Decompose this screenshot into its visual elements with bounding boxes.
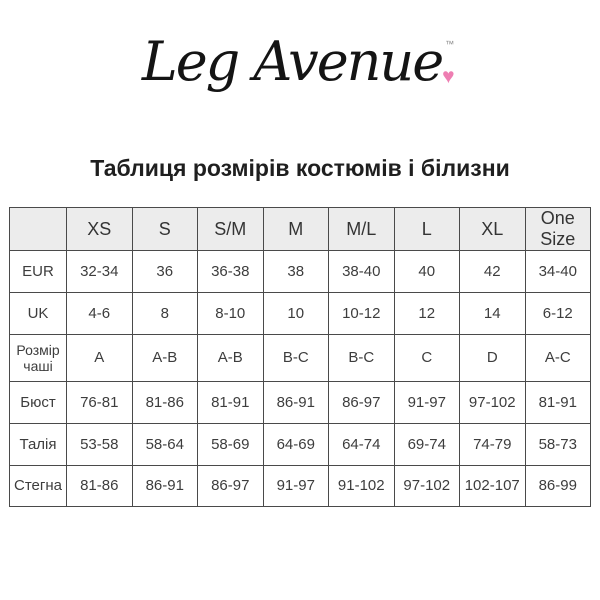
size-value-cell: A-B xyxy=(131,334,198,382)
size-value-cell: 42 xyxy=(459,250,526,293)
brand-logo-mark: ™ ♥ xyxy=(442,31,458,93)
size-column-header: XL xyxy=(459,207,526,251)
corner-cell xyxy=(9,207,67,251)
size-value-cell: 86-99 xyxy=(524,465,591,507)
size-value-cell: 40 xyxy=(393,250,460,293)
size-value-cell: 81-86 xyxy=(131,381,198,424)
size-value-cell: 69-74 xyxy=(393,423,460,466)
size-value-cell: 10 xyxy=(262,292,329,335)
size-value-cell: 58-64 xyxy=(131,423,198,466)
row-label: EUR xyxy=(9,250,67,293)
size-value-cell: 91-97 xyxy=(262,465,329,507)
table-row: UK 4-6 8 8-10 10 10-12 12 14 6-12 xyxy=(9,292,591,335)
size-value-cell: 102-107 xyxy=(459,465,526,507)
size-value-cell: 58-73 xyxy=(524,423,591,466)
size-value-cell: 14 xyxy=(459,292,526,335)
table-row: EUR 32-34 36 36-38 38 38-40 40 42 34-40 xyxy=(9,250,591,293)
trademark-symbol: ™ xyxy=(445,39,455,49)
row-label: Талія xyxy=(9,423,67,466)
size-value-cell: 8 xyxy=(131,292,198,335)
size-value-cell: D xyxy=(459,334,526,382)
size-table-header: XS S S/M M M/L L XL One Size xyxy=(9,207,591,251)
brand-logo-text: Leg Avenue xyxy=(141,30,444,93)
size-value-cell: 91-97 xyxy=(393,381,460,424)
size-value-cell: 6-12 xyxy=(524,292,591,335)
size-column-header: S/M xyxy=(197,207,264,251)
size-column-header: M xyxy=(262,207,329,251)
size-value-cell: 32-34 xyxy=(66,250,133,293)
size-table: XS S S/M M M/L L XL One Size EUR 32-34 36 36-38 38 3… xyxy=(9,207,591,507)
page-title: Таблиця розмірів костюмів і білизни xyxy=(90,155,510,181)
size-value-cell: 34-40 xyxy=(524,250,591,293)
heart-icon: ♥ xyxy=(442,65,455,88)
size-value-cell: 38 xyxy=(262,250,329,293)
size-value-cell: 58-69 xyxy=(197,423,264,466)
size-value-cell: B-C xyxy=(328,334,395,382)
table-row: Стегна 81-86 86-91 86-97 91-97 91-102 97-102 10… xyxy=(9,465,591,507)
row-label: UK xyxy=(9,292,67,335)
size-value-cell: 81-91 xyxy=(197,381,264,424)
size-value-cell: 10-12 xyxy=(328,292,395,335)
size-value-cell: B-C xyxy=(262,334,329,382)
size-column-header: One Size xyxy=(524,207,591,251)
size-value-cell: 76-81 xyxy=(66,381,133,424)
table-row: Бюст 76-81 81-86 81-91 86-91 86-97 91-97 97-102… xyxy=(9,381,591,424)
size-value-cell: 86-91 xyxy=(262,381,329,424)
size-column-header: M/L xyxy=(328,207,395,251)
size-value-cell: A-C xyxy=(524,334,591,382)
size-value-cell: 36-38 xyxy=(197,250,264,293)
size-value-cell: 36 xyxy=(131,250,198,293)
size-value-cell: A-B xyxy=(197,334,264,382)
size-value-cell: 86-97 xyxy=(197,465,264,507)
size-value-cell: 38-40 xyxy=(328,250,395,293)
table-row: Талія 53-58 58-64 58-69 64-69 64-74 69-74 74-79… xyxy=(9,423,591,466)
size-value-cell: 81-91 xyxy=(524,381,591,424)
size-column-header: S xyxy=(131,207,198,251)
size-value-cell: 12 xyxy=(393,292,460,335)
size-value-cell: 86-91 xyxy=(131,465,198,507)
size-table-body: EUR 32-34 36 36-38 38 38-40 40 42 34-40 UK 4-6 8 8-1… xyxy=(9,250,591,507)
size-column-header: L xyxy=(393,207,460,251)
table-row: Розмір чаші A A-B A-B B-C B-C C D A-C xyxy=(9,334,591,382)
size-value-cell: A xyxy=(66,334,133,382)
brand-logo: Leg Avenue ™ ♥ xyxy=(0,30,600,93)
size-column-header: XS xyxy=(66,207,133,251)
size-value-cell: 97-102 xyxy=(393,465,460,507)
size-value-cell: C xyxy=(393,334,460,382)
size-value-cell: 86-97 xyxy=(328,381,395,424)
size-header-row: XS S S/M M M/L L XL One Size xyxy=(9,207,591,251)
row-label: Розмір чаші xyxy=(9,334,67,382)
size-value-cell: 81-86 xyxy=(66,465,133,507)
size-value-cell: 64-69 xyxy=(262,423,329,466)
size-value-cell: 64-74 xyxy=(328,423,395,466)
row-label: Стегна xyxy=(9,465,67,507)
size-value-cell: 97-102 xyxy=(459,381,526,424)
size-value-cell: 4-6 xyxy=(66,292,133,335)
size-value-cell: 53-58 xyxy=(66,423,133,466)
size-value-cell: 91-102 xyxy=(328,465,395,507)
size-value-cell: 8-10 xyxy=(197,292,264,335)
size-value-cell: 74-79 xyxy=(459,423,526,466)
row-label: Бюст xyxy=(9,381,67,424)
